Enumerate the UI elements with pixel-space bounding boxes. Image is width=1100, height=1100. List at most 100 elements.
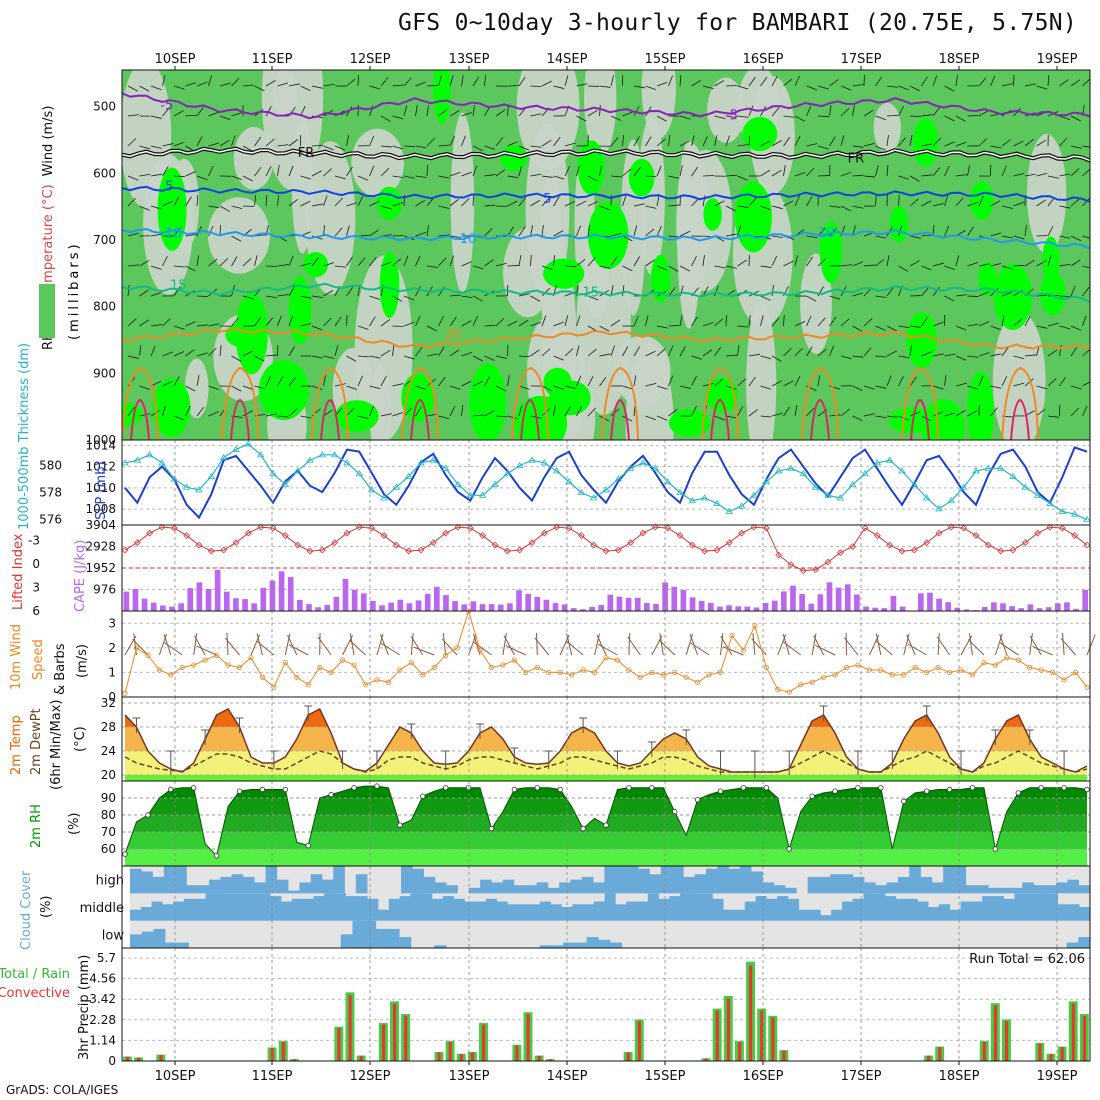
cloud-high-bar [739,866,752,894]
wind-tick: 1 [108,665,116,679]
wind-barb [794,347,803,357]
isotherm-15 [122,282,1090,303]
wind-barb [1070,259,1081,267]
rh-point [488,825,495,832]
precip-convective-bar [437,1052,441,1061]
cloud-high-bar [886,882,899,894]
wind-point [1004,655,1010,661]
wind-barb [932,137,942,147]
rh-dry-patch [800,253,832,354]
wind-barb [737,406,744,417]
wind-barb [783,78,793,87]
thickness-point [984,464,993,471]
wind-barb [415,315,421,327]
cape-bar [854,594,860,611]
wind-barb [1013,235,1025,240]
wind-barb [380,77,389,87]
wind-barb [346,78,356,87]
wind-barb [323,225,325,237]
wind-barb [484,204,496,207]
cloud-high-bar [999,887,1012,894]
wind-barb-10m [597,643,618,656]
wind-barb [725,265,737,269]
wind-barb [783,136,791,147]
wind-barb [921,143,933,147]
wind-point [855,662,861,668]
cloud-middle-bar [227,893,239,921]
rh-moist-patch [912,117,939,167]
wind-point [672,669,678,676]
thickness-point [454,480,462,487]
thickness-point [639,459,647,466]
cloud-high-bar [355,874,368,894]
wind-barb [829,295,841,300]
wind-barb [346,166,353,177]
wind-barb [955,255,960,267]
wind-barb [449,198,459,207]
thickness-point [700,494,709,501]
wind-barb [587,109,598,117]
wind-barb [679,230,691,237]
cape-bar [242,599,248,611]
thickness-point [1046,499,1054,506]
wind-barb [852,84,864,87]
cape-bar [370,600,376,611]
thickness-tick: 580 [39,459,62,473]
wind-barb [771,412,783,417]
panel-frame-precip [121,947,1091,1062]
wind-barb [633,85,645,89]
wind-barb [461,171,472,177]
wind-point [282,659,288,666]
wind-barb [944,195,949,207]
wind-barb [691,316,698,327]
wind-barb [702,135,708,147]
wind-barb [242,205,255,207]
wind-barb [633,203,645,207]
wind-barb [346,225,350,237]
thickness-point [145,451,154,458]
precip-convective-bar [459,1054,463,1061]
wind-barb [346,385,358,390]
cape-bar [552,603,559,611]
precip-convective-bar [749,965,753,1061]
wind-barb [369,385,381,390]
wind-barb [150,85,162,91]
lifted-point [873,532,881,539]
wind-barb [208,347,217,357]
wind-barb [461,197,470,207]
wind-barb [725,415,737,419]
thickness-point [873,459,882,466]
wind-barb [668,265,679,272]
wind-barb-10m [1029,633,1033,656]
wind-barb [875,325,886,331]
cape-bar [424,593,431,611]
wind-barb [392,383,404,387]
wind-barb [967,201,978,207]
cloud-middle-bar [205,893,217,921]
cloud-high-bar [728,868,741,894]
lifted-point [1021,539,1029,546]
rh-point [534,785,540,791]
lifted-point [602,547,610,555]
thickness-point [1070,510,1079,517]
cloud-low-bar [586,937,599,948]
wind-barb-10m [193,633,198,656]
cape-bar [497,604,504,611]
isotherm-20-lobe [901,366,939,440]
wind-barb [507,200,518,207]
wind-barb [403,77,412,87]
wind-point [1061,677,1067,683]
wind-barb [495,262,507,267]
wind-barb [254,385,266,390]
precip-convective-bar [270,1047,274,1061]
wind-barb [334,345,339,357]
lifted-point [392,541,400,549]
cape-bar [406,603,413,611]
cloud-low-bar [176,942,189,948]
wind-barb [242,385,254,390]
wind-point [511,657,517,663]
cape-bar [1054,603,1061,611]
cloud-high-bar [276,879,289,894]
cloud-high-bar [852,876,865,894]
cape-bar [771,600,778,611]
